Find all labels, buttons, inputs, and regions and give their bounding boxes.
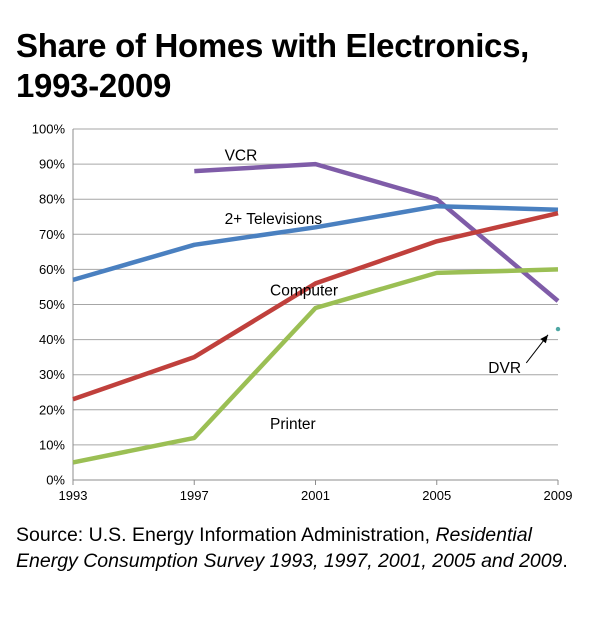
source-note: Source: U.S. Energy Information Administ…	[16, 522, 591, 574]
series-line-vcr	[194, 161, 560, 303]
y-tick-label: 0%	[46, 473, 65, 488]
chart-title-line-1: Share of Homes with Electronics,	[16, 27, 530, 64]
x-tick-label: 1997	[180, 488, 209, 503]
source-suffix: .	[562, 550, 568, 572]
x-tick-label: 2009	[544, 488, 573, 503]
y-tick-label: 60%	[39, 262, 65, 277]
source-survey-name: Residential Energy Consumption Survey 19…	[16, 524, 563, 572]
annotations: VCR 2+ Televisions Computer Printer DVR	[225, 148, 549, 433]
y-tick-label: 50%	[39, 297, 65, 312]
x-tick-label: 2005	[422, 488, 451, 503]
annotation-vcr: VCR	[225, 148, 258, 165]
x-tick-label: 1993	[59, 488, 88, 503]
series-line-2-televisions	[72, 203, 559, 283]
annotation-dvr: DVR	[488, 360, 521, 377]
y-tick-label: 100%	[32, 122, 66, 137]
annotation-printer: Printer	[270, 416, 316, 433]
y-tick-label: 70%	[39, 227, 65, 242]
series-line-computer	[72, 211, 559, 402]
series-point-dvr	[555, 326, 561, 332]
series-line-printer	[72, 267, 559, 465]
axes: 0% 10% 20% 30% 40% 50% 60% 70% 80% 90% 100% 1993 199…	[32, 122, 573, 504]
y-tick-label: 20%	[39, 402, 65, 417]
annotation-computer: Computer	[270, 283, 338, 300]
y-tick-label: 40%	[39, 332, 65, 347]
y-tick-label: 90%	[39, 157, 65, 172]
y-tick-label: 10%	[39, 437, 65, 452]
series-lines	[72, 161, 561, 465]
annotation-arrow-head-dvr	[540, 334, 548, 344]
chart-title: Share of Homes with Electronics, 1993-20…	[16, 26, 591, 106]
y-tick-label: 30%	[39, 367, 65, 382]
line-chart: 0% 10% 20% 30% 40% 50% 60% 70% 80% 90% 100% 1993 199…	[32, 122, 573, 504]
source-prefix: Source: U.S. Energy Information Administ…	[16, 524, 436, 546]
y-tick-label: 80%	[39, 192, 65, 207]
chart-title-line-2: 1993-2009	[16, 67, 172, 104]
annotation-2-televisions: 2+ Televisions	[225, 211, 323, 228]
x-tick-label: 2001	[301, 488, 330, 503]
